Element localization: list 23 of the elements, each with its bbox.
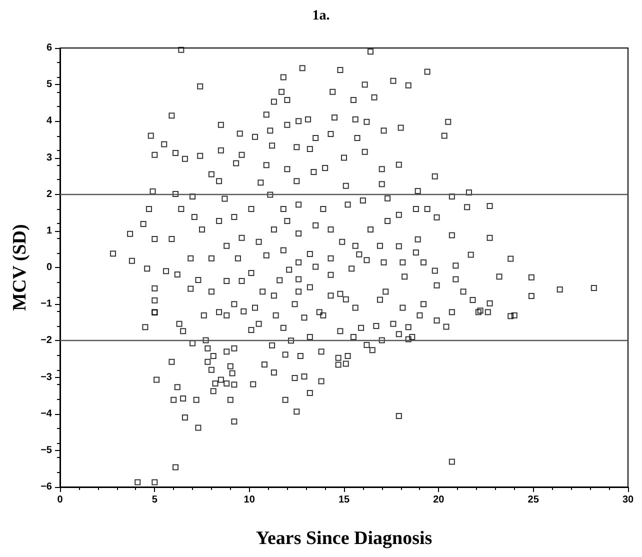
y-tick-label: 6 bbox=[46, 42, 52, 54]
y-tick-label: −6 bbox=[40, 482, 52, 492]
y-tick-label: 0 bbox=[46, 262, 52, 273]
x-tick-label: 15 bbox=[338, 494, 350, 506]
y-tick-label: 5 bbox=[46, 79, 52, 90]
x-axis-title: Years Since Diagnosis bbox=[256, 528, 432, 549]
y-tick-label: −2 bbox=[40, 335, 52, 346]
y-tick-label: 2 bbox=[46, 188, 52, 200]
y-tick-label: 4 bbox=[46, 116, 52, 127]
x-tick-label: 10 bbox=[244, 494, 256, 506]
x-tick-label: 5 bbox=[152, 494, 158, 506]
y-tick-label: −5 bbox=[40, 444, 52, 456]
x-tick-label: 30 bbox=[622, 494, 634, 506]
y-tick-label: 1 bbox=[46, 225, 52, 236]
y-axis-title: MCV (SD) bbox=[10, 224, 31, 311]
x-tick-label: 20 bbox=[433, 494, 445, 506]
y-tick-label: −1 bbox=[40, 298, 52, 310]
x-tick-label: 0 bbox=[57, 494, 64, 506]
x-tick-label: 25 bbox=[528, 494, 540, 506]
chart-title: 1a. bbox=[312, 8, 330, 24]
y-tick-label: −3 bbox=[40, 372, 52, 383]
y-tick-label: 3 bbox=[46, 152, 52, 164]
y-tick-label: −4 bbox=[40, 408, 52, 420]
